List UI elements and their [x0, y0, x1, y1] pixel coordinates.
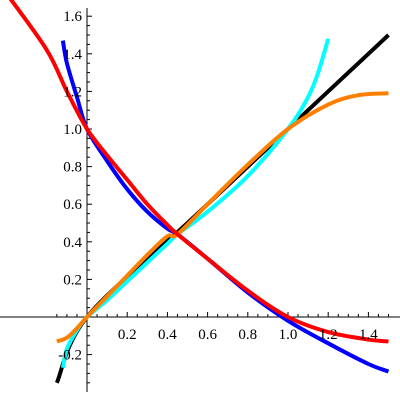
x-tick-label: 0.4: [158, 327, 177, 343]
y-tick-label: 1.2: [63, 84, 82, 100]
series-layer: [8, 0, 390, 384]
y-tick-label: 0.6: [63, 197, 82, 213]
tick-labels: 0.2 0.4 0.6 0.8 1.0 1.2 1.4 -0.2 0.2 0.4 0.6 0.8 1.0…: [58, 9, 378, 363]
series-line-3: [8, 0, 389, 344]
series-line-2: [60, 40, 390, 374]
x-tick-label: 1.2: [319, 327, 338, 343]
y-tick-label: 1.0: [63, 122, 82, 138]
series-line-5: [56, 91, 389, 344]
x-tick-label: 1.4: [359, 327, 378, 343]
y-tick-label: 0.4: [63, 235, 82, 251]
x-tick-label: 1.0: [279, 327, 298, 343]
ticks: [56, 15, 389, 384]
y-tick-label: 1.4: [63, 47, 82, 63]
x-tick-label: 0.6: [198, 327, 217, 343]
series-line-1: [54, 33, 390, 384]
x-tick-label: 0.8: [238, 327, 257, 343]
y-tick-label: 1.6: [63, 9, 82, 25]
x-tick-label: 0.2: [118, 327, 137, 343]
y-tick-label: 0.8: [63, 160, 82, 176]
y-tick-label: -0.2: [58, 348, 82, 364]
y-tick-label: 0.2: [63, 272, 82, 288]
